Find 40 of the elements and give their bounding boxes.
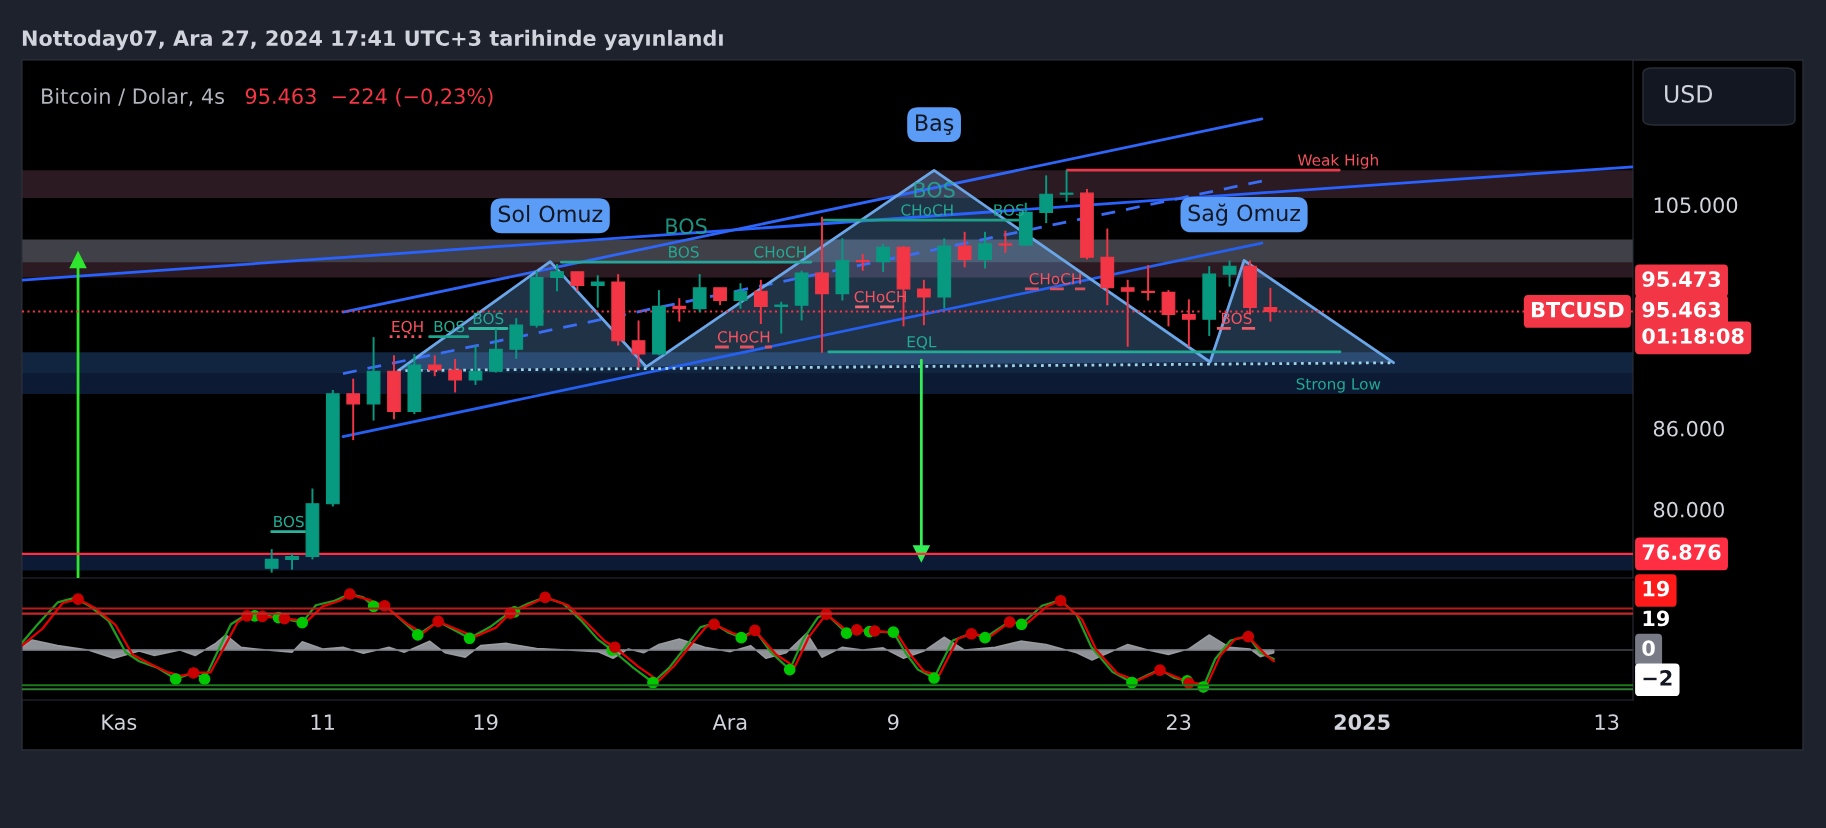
annotation: Sol Omuz	[498, 205, 603, 223]
annotation: Sağ Omuz	[1188, 203, 1300, 226]
annotation: CHoCH	[901, 204, 953, 216]
annotation: CHoCH	[754, 246, 806, 258]
x-tick-label: 2025	[1334, 714, 1390, 731]
annotation: Weak High	[1297, 154, 1378, 169]
annotation: BOS	[473, 312, 504, 325]
text: Bitcoin / Dolar, 4s	[42, 87, 224, 107]
text: 95.463 −224 (−0,23%)	[245, 87, 493, 107]
y-tick-label: 105.000	[1654, 197, 1738, 214]
ref-line-label: 95.463	[1642, 301, 1721, 318]
text: −2	[1643, 670, 1672, 686]
x-tick-label: 19	[474, 714, 498, 731]
text: 95.473	[1642, 271, 1721, 287]
annotation: CHoCH	[1029, 272, 1081, 285]
ref-line-label: 76.876	[1642, 544, 1721, 560]
x-tick-label: 11	[311, 714, 334, 730]
x-tick-label: 9	[888, 714, 899, 731]
text: USD	[1665, 84, 1713, 103]
text: Nottoday07, Ara 27, 2024 17:41 UTC+3 tarihinde yayınlandı	[22, 29, 723, 51]
annotation: EQH	[392, 320, 423, 335]
annotation: CHoCH	[717, 331, 770, 343]
text: 19	[1643, 610, 1669, 627]
y-tick-label: 86.000	[1653, 420, 1724, 437]
annotation: Strong Low	[1296, 378, 1381, 393]
x-tick-label: Ara	[712, 714, 747, 731]
x-tick-label: 23	[1166, 714, 1191, 731]
x-tick-label: Kas	[102, 714, 137, 731]
text: 19	[1643, 580, 1669, 597]
annotation: BTCUSD	[1531, 301, 1624, 318]
annotation: Baş	[916, 114, 954, 135]
annotation: EQL	[907, 335, 937, 350]
annotation: BOS	[669, 246, 699, 258]
y-tick-label: 80.000	[1653, 501, 1724, 518]
text: 01:18:08	[1642, 328, 1744, 344]
annotation: BOS	[274, 515, 304, 528]
annotation: BOS	[666, 218, 707, 235]
annotation: BOS	[994, 204, 1024, 216]
x-tick-label: 13	[1595, 714, 1619, 731]
text: 0	[1642, 640, 1655, 657]
